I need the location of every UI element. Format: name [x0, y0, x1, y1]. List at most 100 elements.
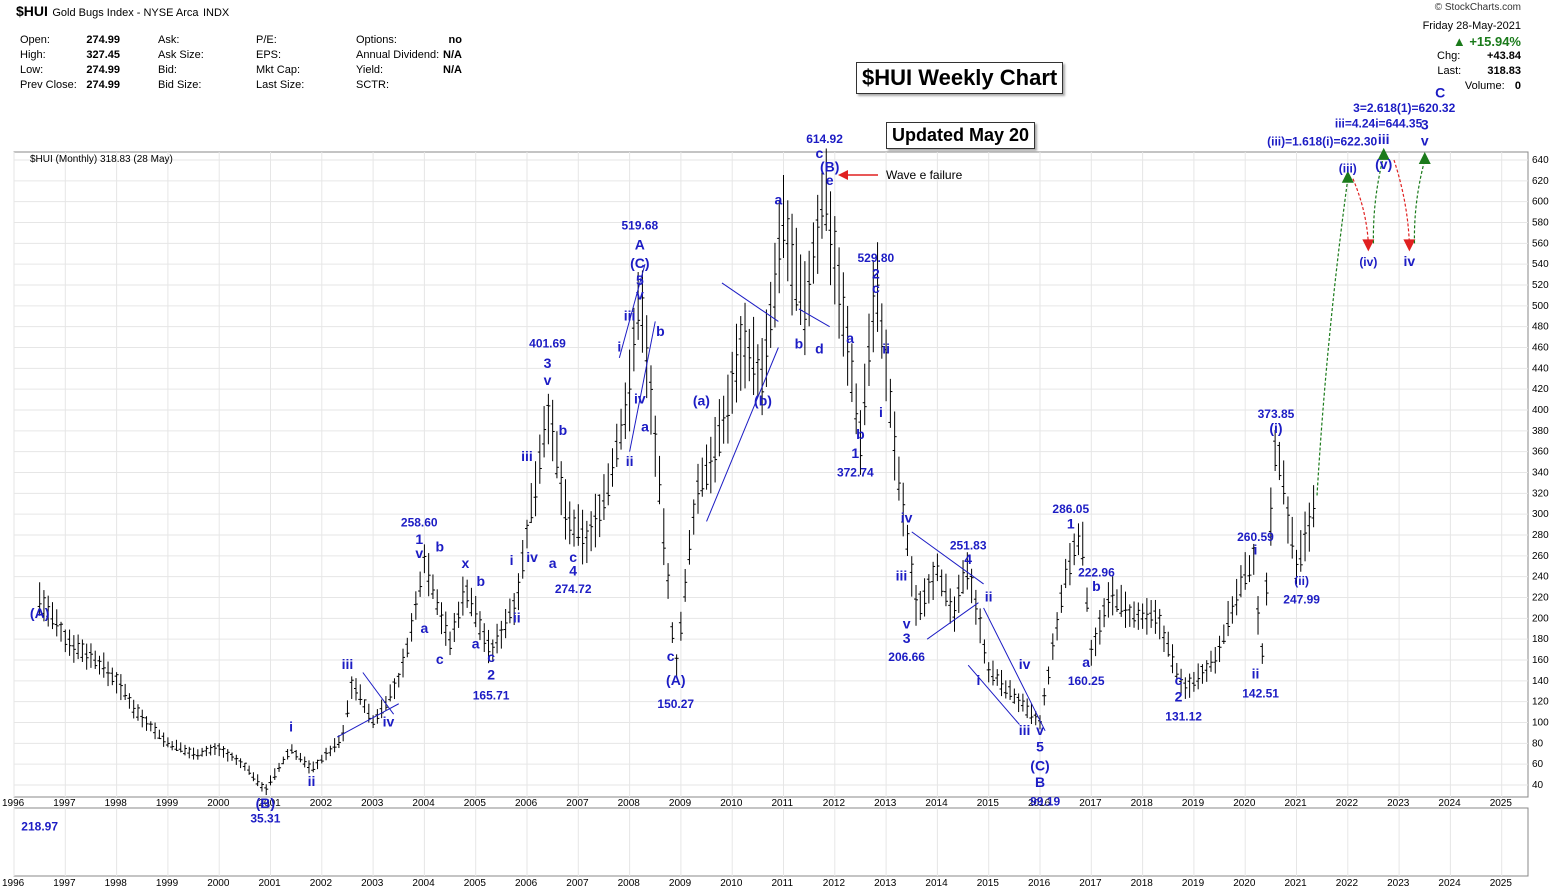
wave-label: (b): [754, 393, 772, 409]
x-tick-label: 2021: [1285, 798, 1308, 809]
wave-label: 131.12: [1165, 709, 1202, 723]
y-tick-label: 460: [1532, 343, 1549, 354]
x-tick-label: 2024: [1438, 798, 1461, 809]
wave-label: 142.51: [1242, 686, 1279, 700]
x-tick-label: 2012: [823, 798, 846, 809]
wave-label: i: [289, 719, 293, 735]
quote-label: High:: [20, 49, 46, 61]
quote-label: Options:: [356, 34, 397, 46]
wave-label: C: [1435, 84, 1445, 100]
x-tick-label: 2002: [310, 798, 333, 809]
wave-label: 3: [544, 355, 552, 371]
wave-label: iii: [896, 568, 908, 584]
wave-label: c: [872, 280, 880, 296]
wave-label: iv: [526, 549, 538, 565]
chg-row: Chg: +43.84: [1437, 50, 1521, 62]
wave-label: (ii): [1294, 574, 1309, 588]
y-tick-label: 40: [1532, 780, 1544, 791]
y-tick-label: 60: [1532, 759, 1544, 770]
x-tick-label-lower: 2020: [1233, 878, 1256, 889]
quote-label: Open:: [20, 34, 50, 46]
wave-label: a: [549, 555, 557, 571]
wave-label: 401.69: [529, 336, 566, 350]
trend-lines: [336, 264, 1046, 738]
quote-label: Bid Size:: [158, 79, 202, 91]
quote-label: SCTR:: [356, 79, 389, 91]
wave-label: ii: [985, 589, 993, 605]
quote-value: 274.99: [86, 64, 120, 76]
x-tick-label-lower: 2013: [874, 878, 897, 889]
wave-label: a: [641, 419, 649, 435]
wave-label: b: [795, 335, 804, 351]
quote-label: P/E:: [256, 34, 277, 46]
x-tick-label-lower: 2004: [412, 878, 435, 889]
x-tick-label: 2010: [720, 798, 743, 809]
wave-label: v: [636, 286, 644, 302]
up-triangle-icon: ▲: [1452, 34, 1466, 49]
wave-label: a: [846, 330, 854, 346]
x-tick-label: 2005: [464, 798, 487, 809]
wave-label: B: [1035, 774, 1045, 790]
wave-label: 206.66: [888, 650, 925, 664]
wave-label: ii: [308, 773, 316, 789]
x-tick-label-lower: 2022: [1336, 878, 1359, 889]
trend-line: [721, 282, 779, 322]
trend-line: [362, 672, 395, 715]
quote-label: Mkt Cap:: [256, 64, 301, 76]
wave-label: (i): [1269, 420, 1282, 436]
updated-box: Updated May 20: [886, 122, 1036, 149]
trend-line: [629, 321, 656, 452]
wave-label: 222.96: [1078, 566, 1115, 580]
trend-line: [926, 602, 979, 640]
wave-label: (C): [630, 255, 649, 271]
wave-label: 4: [964, 551, 972, 567]
y-tick-label: 340: [1532, 468, 1549, 479]
wave-label: b: [477, 573, 486, 589]
x-tick-label-lower: 2000: [207, 878, 230, 889]
y-tick-label: 280: [1532, 530, 1549, 541]
trend-line: [336, 703, 399, 738]
x-tick-label-lower: 2017: [1079, 878, 1102, 889]
x-tick-label: 2025: [1490, 798, 1513, 809]
x-tick-label: 2001: [259, 798, 282, 809]
wave-label: (a): [693, 393, 710, 409]
x-tick-label-lower: 2014: [925, 878, 948, 889]
wave-labels: 218.97(A)(B)35.31iiiiiiiv258.601vacxbabc…: [21, 84, 1455, 833]
wave-label: 1: [1067, 516, 1075, 532]
wave-label: (v): [1375, 156, 1392, 172]
y-tick-label: 140: [1532, 676, 1549, 687]
wave-label: ii: [513, 609, 521, 625]
x-tick-label: 2013: [874, 798, 897, 809]
y-tick-label: 420: [1532, 384, 1549, 395]
wave-label: a: [1082, 654, 1090, 670]
wave-label: c: [667, 648, 675, 664]
wave-label: ii: [626, 453, 634, 469]
up-arrow-icon: [1418, 152, 1431, 164]
trend-line: [706, 347, 779, 522]
wave-label: 260.59: [1237, 530, 1274, 544]
quote-table: Open: 274.99 High: 327.45 Low: 274.99 Prev Clo…: [20, 34, 475, 92]
symbol-title: $HUI: [16, 3, 48, 19]
wave-label: (iii)=1.618(i)=622.30: [1267, 134, 1377, 148]
down-arrow-icon: [1403, 239, 1416, 252]
quote-label: Prev Close:: [20, 79, 77, 91]
wave-label: i: [510, 552, 514, 568]
projection-path: [1413, 159, 1426, 244]
x-tick-label-lower: 1998: [105, 878, 128, 889]
x-tick-label-lower: 2018: [1131, 878, 1154, 889]
trend-line: [967, 664, 1020, 725]
trend-line: [798, 308, 830, 328]
x-tick-label: 2006: [515, 798, 538, 809]
wave-label: (A): [666, 672, 685, 688]
last-row: Last: 318.83: [1437, 65, 1521, 77]
wave-label: 519.68: [622, 219, 659, 233]
x-tick-label-lower: 2009: [669, 878, 692, 889]
x-tick-label-lower: 2011: [772, 878, 794, 889]
quote-value: N/A: [443, 64, 462, 76]
wave-label: v: [544, 372, 552, 388]
wave-label: 2: [872, 266, 880, 282]
x-tick-label: 1997: [53, 798, 76, 809]
wave-label: 251.83: [950, 538, 987, 552]
wave-label: b: [1092, 578, 1101, 594]
x-tick-label-lower: 2005: [464, 878, 487, 889]
